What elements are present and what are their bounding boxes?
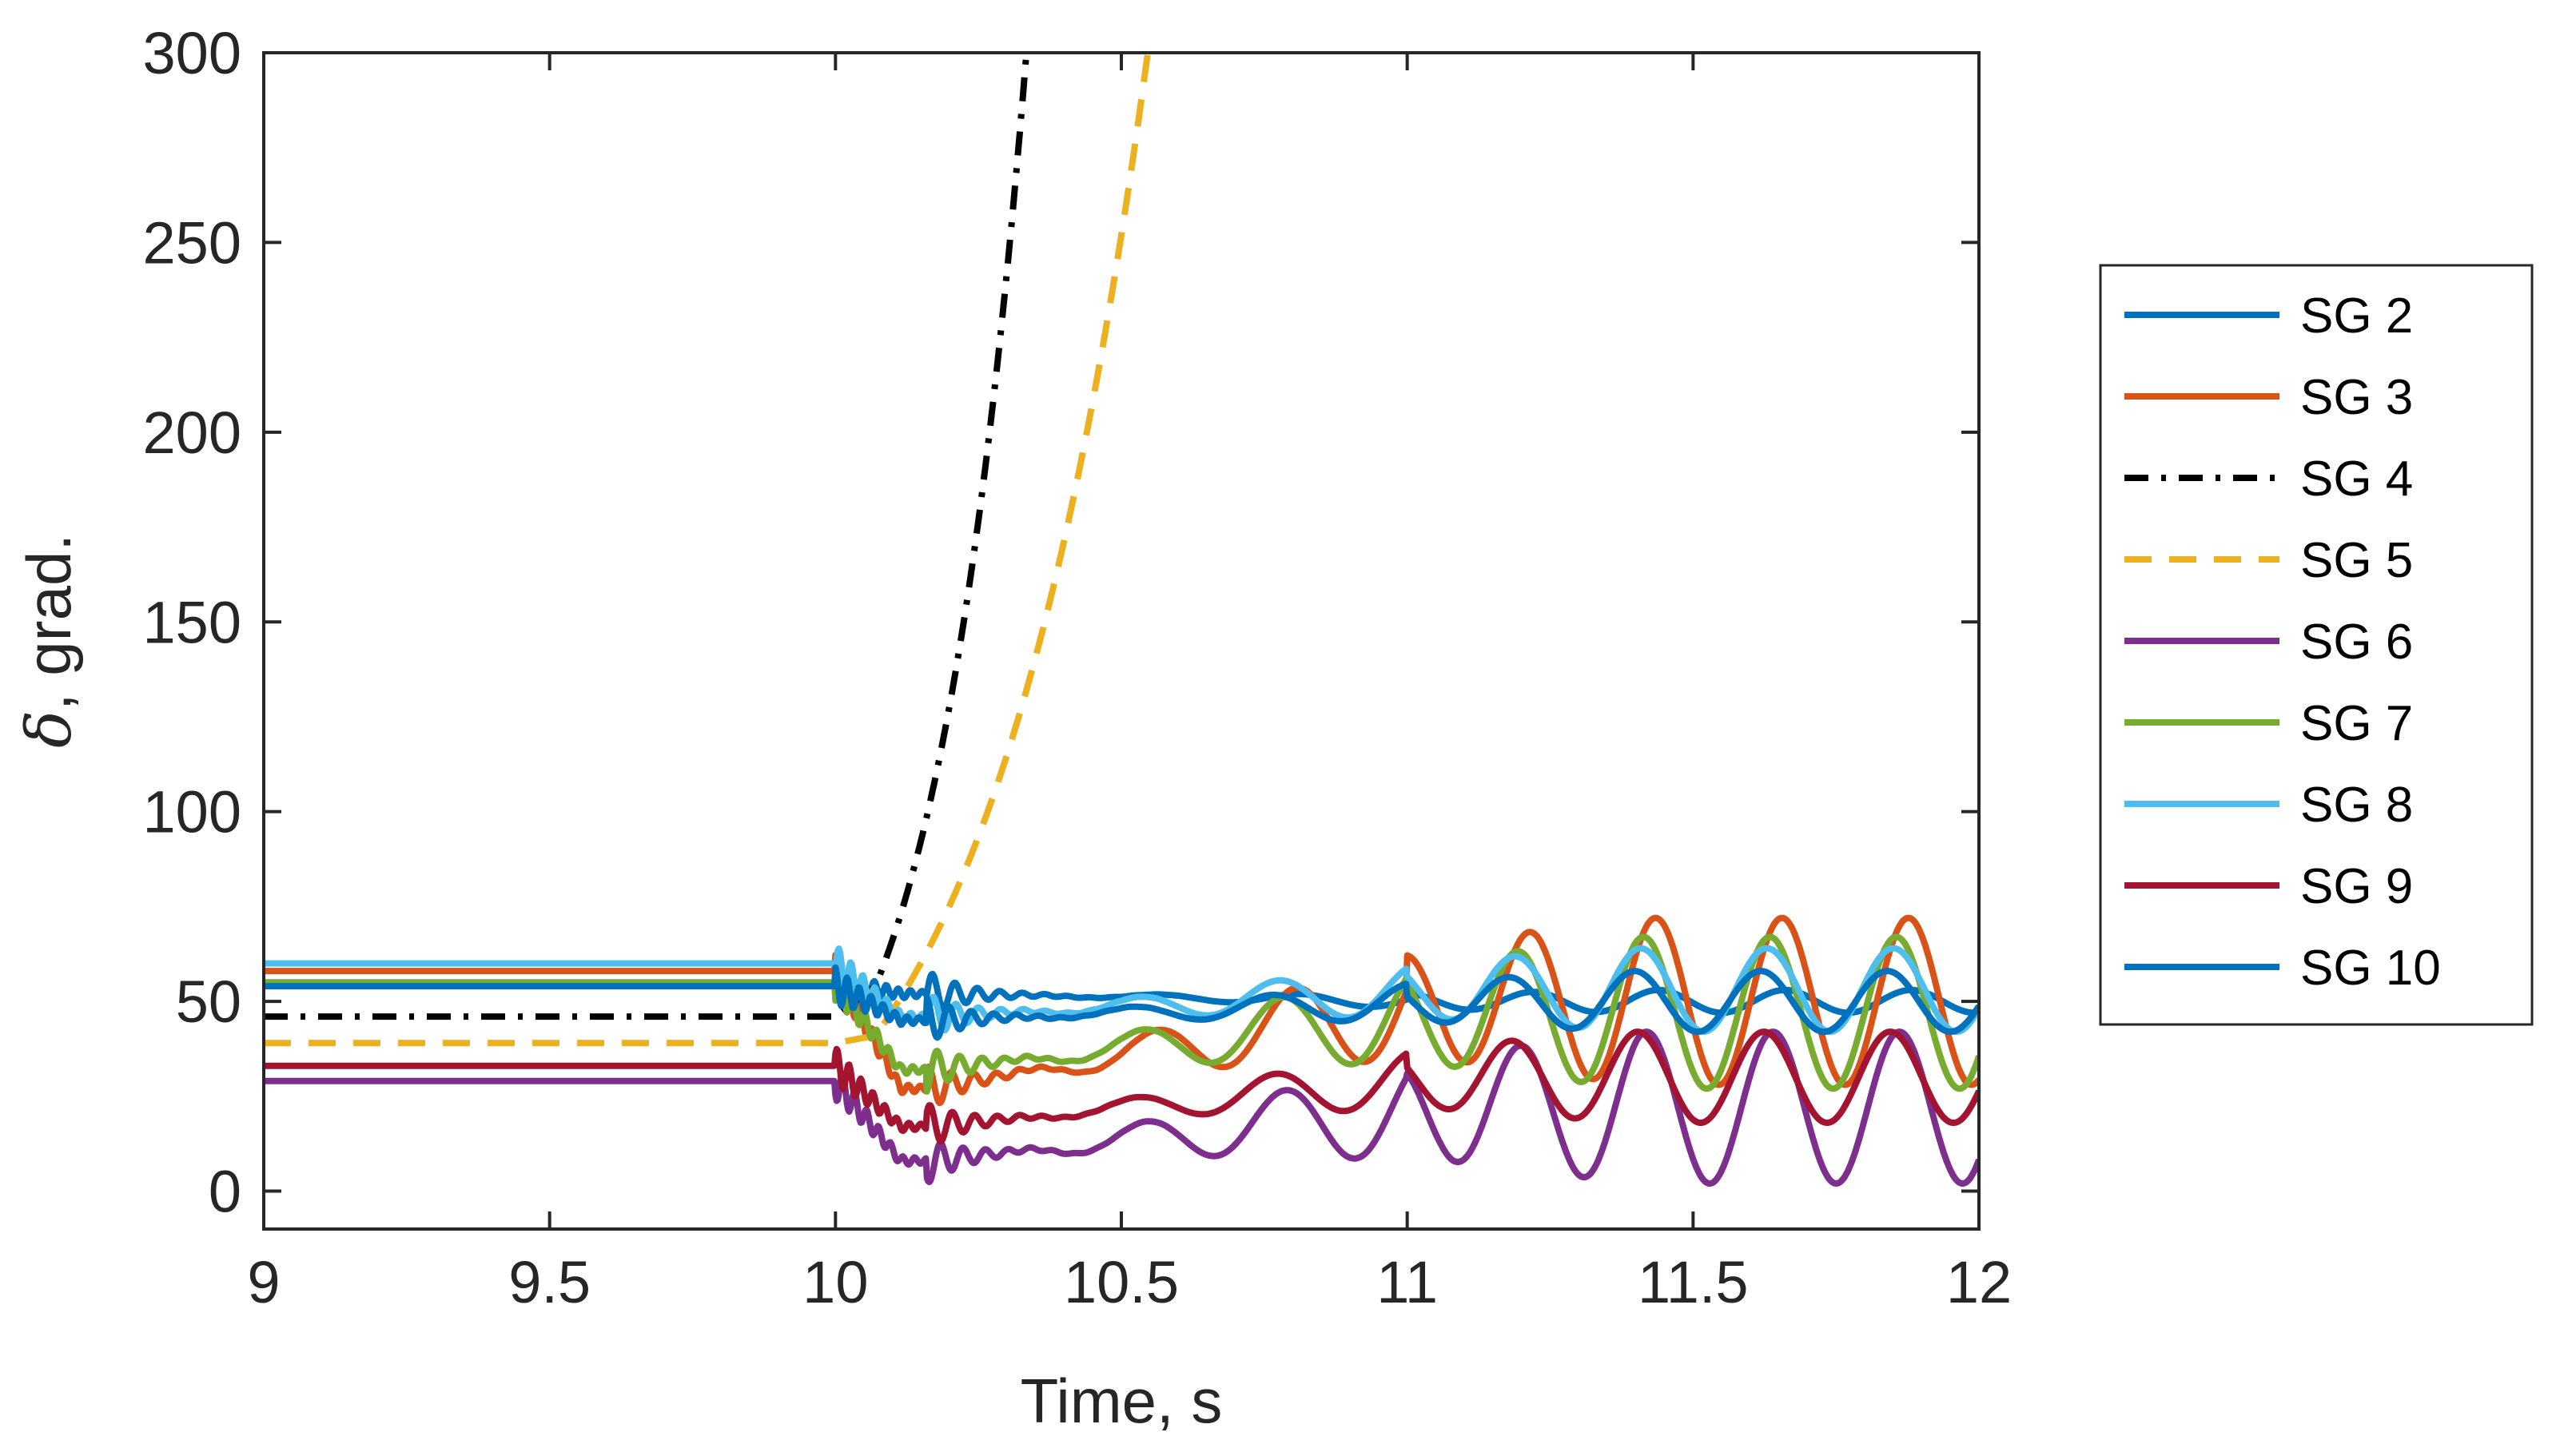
y-tick-label: 100 <box>143 779 241 845</box>
series-line-sg-7 <box>264 933 1979 1095</box>
y-tick-label: 300 <box>143 20 241 86</box>
x-tick-label: 11.5 <box>1638 1249 1749 1315</box>
x-tick-label: 12 <box>1946 1249 2012 1315</box>
series-line-sg-6 <box>264 1028 1979 1187</box>
legend-label: SG 5 <box>2300 533 2413 588</box>
y-tick-label: 0 <box>209 1159 241 1225</box>
legend-label: SG 2 <box>2300 288 2413 344</box>
series-line-sg-4 <box>264 53 1030 1020</box>
x-tick-label: 11 <box>1376 1249 1438 1315</box>
y-tick-label: 250 <box>143 209 241 276</box>
legend-label: SG 3 <box>2300 370 2413 425</box>
y-tick-label: 50 <box>176 969 241 1035</box>
series-line-sg-5 <box>264 53 1152 1047</box>
x-tick-label: 10 <box>802 1249 868 1315</box>
x-tick-label: 9 <box>247 1249 280 1315</box>
legend-label: SG 10 <box>2300 941 2441 996</box>
series-layer <box>264 53 1979 1187</box>
legend-label: SG 8 <box>2300 778 2413 833</box>
x-tick-label: 9.5 <box>508 1249 591 1315</box>
x-tick-label: 10.5 <box>1064 1249 1179 1315</box>
series-line-sg-8 <box>264 945 1979 1036</box>
y-axis-symbol: δ <box>14 710 86 748</box>
x-axis-label: Time, s <box>1021 1366 1223 1436</box>
y-axis-unit: , grad. <box>14 534 84 710</box>
y-axis-label: δ, grad. <box>14 534 86 748</box>
legend-box <box>2099 264 2534 1026</box>
y-tick-label: 200 <box>143 400 241 466</box>
series-line-sg-10 <box>264 964 1979 1041</box>
legend-label: SG 4 <box>2300 452 2413 507</box>
legend-label: SG 6 <box>2300 615 2413 670</box>
legend-label: SG 7 <box>2300 696 2413 751</box>
legend: SG 2 SG 3 SG 4 SG 5 SG 6 SG 7 SG 8 SG 9 SG 10 <box>2099 264 2534 1026</box>
legend-label: SG 9 <box>2300 859 2413 914</box>
y-tick-label: 150 <box>143 589 241 655</box>
tick-layer: 9 9.5 10 10.5 11 11.5 12 0 50 100 150 200 250 300 <box>143 20 2013 1315</box>
series-line-sg-9 <box>264 1028 1979 1145</box>
